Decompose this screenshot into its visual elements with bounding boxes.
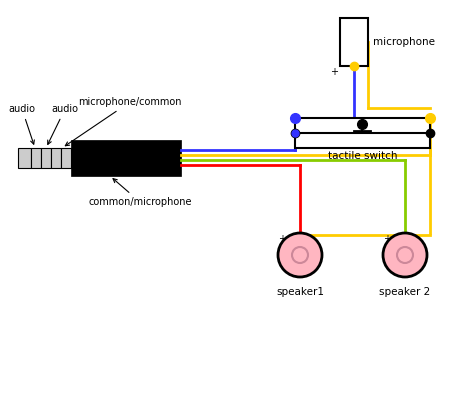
Text: tactile switch: tactile switch [328,151,397,161]
Text: speaker1: speaker1 [276,287,324,297]
Bar [61,148,71,168]
Bar [71,140,181,176]
Bar [51,148,61,168]
Text: +: + [330,67,338,77]
Text: microphone: microphone [373,37,435,47]
Circle shape [278,233,322,277]
Text: microphone/common: microphone/common [65,97,182,146]
Text: common/microphone: common/microphone [88,179,192,207]
Text: +: + [278,234,286,244]
Bar [340,18,368,66]
Circle shape [292,247,308,263]
Bar [31,148,41,168]
Text: audio: audio [48,104,79,145]
Bar [41,148,51,168]
Bar [295,118,430,148]
Text: speaker 2: speaker 2 [379,287,430,297]
Text: audio: audio [9,104,36,144]
Circle shape [383,233,427,277]
Circle shape [397,247,413,263]
Text: +: + [383,234,391,244]
Bar [18,148,31,168]
